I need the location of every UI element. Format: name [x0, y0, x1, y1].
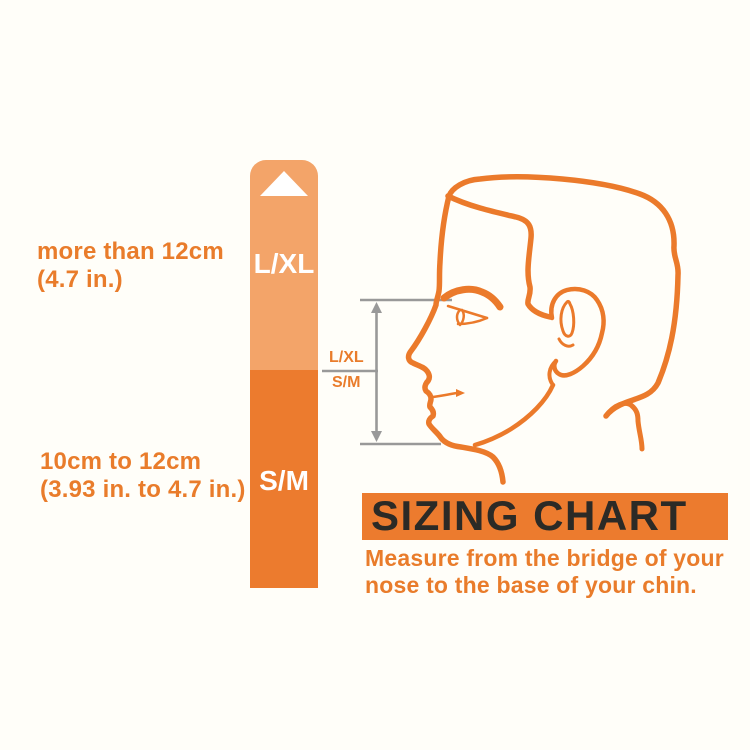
head-ear-inner-fold — [559, 299, 576, 338]
head-jaw-line — [472, 382, 556, 448]
head-ear-inner-curve — [557, 337, 575, 348]
head-eye-iris — [455, 308, 465, 327]
head-ear-lobe-line — [547, 359, 558, 387]
head-mouth-arrow-tip — [456, 389, 465, 397]
large-size-range-inch: (4.7 in.) — [37, 266, 123, 293]
head-fringe-hairline — [445, 193, 553, 320]
small-size-range-label: 10cm to 12cm (3.93 in. to 4.7 in.) — [40, 448, 246, 504]
instruction-line-1: Measure from the bridge of your — [365, 545, 724, 571]
size-scale-small-section: S/M — [250, 370, 318, 588]
arrow-up-icon — [260, 171, 308, 196]
head-mouth-line — [431, 391, 459, 399]
large-size-range-cm: more than 12cm — [37, 238, 224, 265]
size-scale-large-label: L/XL — [253, 248, 315, 279]
large-size-range-label: more than 12cm (4.7 in.) — [37, 238, 224, 294]
measure-upper-size-label: L/XL — [329, 349, 364, 366]
measurement-arrowheads — [371, 302, 382, 442]
head-eye-upper-lid — [446, 304, 489, 320]
head-eyebrow — [440, 285, 504, 311]
head-hair-outline — [446, 174, 681, 419]
size-scale-small-label: S/M — [259, 465, 309, 496]
page-title: SIZING CHART — [371, 492, 688, 539]
small-size-range-cm: 10cm to 12cm — [40, 448, 202, 475]
head-face-profile — [405, 193, 506, 485]
size-scale-bar: L/XL S/M — [250, 160, 318, 588]
size-scale-large-section: L/XL — [250, 160, 318, 370]
small-size-range-inch: (3.93 in. to 4.7 in.) — [40, 476, 246, 503]
measurement-arrow-icon — [322, 298, 452, 446]
measure-lower-size-label: S/M — [332, 374, 361, 391]
measuring-instructions: Measure from the bridge of your nose to … — [365, 545, 724, 598]
title-band: SIZING CHART — [362, 493, 728, 540]
head-ear-outline — [549, 286, 606, 378]
instruction-line-2: nose to the base of your chin. — [365, 571, 697, 598]
head-nape-neck-line — [603, 400, 645, 452]
